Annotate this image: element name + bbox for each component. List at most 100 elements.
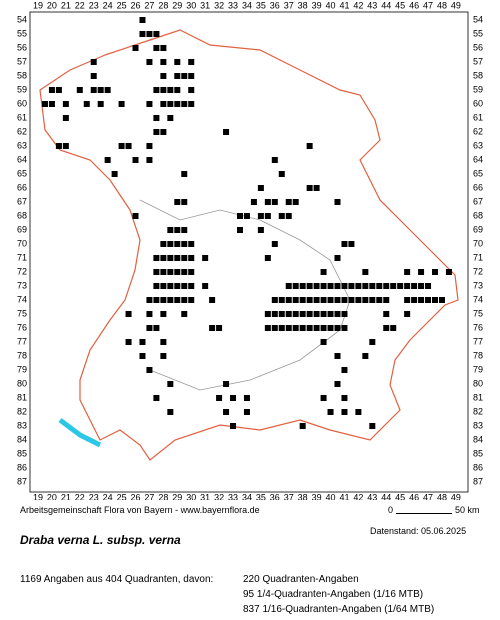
occurrence — [104, 157, 111, 163]
occurrence — [327, 325, 334, 331]
occurrence — [236, 227, 243, 233]
row-label: 80 — [473, 378, 483, 388]
occurrence — [216, 325, 223, 331]
occurrence — [285, 283, 292, 289]
row-label: 77 — [17, 336, 27, 346]
occurrence — [334, 199, 341, 205]
column-label: 44 — [381, 492, 391, 500]
row-label: 60 — [17, 98, 27, 108]
occurrence — [278, 311, 285, 317]
row-label: 59 — [17, 84, 27, 94]
occurrence — [160, 339, 167, 345]
map: 1919202021212222232324242525262627272828… — [17, 0, 483, 500]
row-label: 83 — [473, 420, 483, 430]
occurrence — [257, 185, 264, 191]
row-label: 78 — [17, 350, 27, 360]
occurrence — [243, 395, 250, 401]
occurrence — [271, 325, 278, 331]
row-label: 64 — [473, 154, 483, 164]
occurrence — [285, 297, 292, 303]
column-label: 29 — [172, 492, 182, 500]
row-label: 64 — [17, 154, 27, 164]
column-label: 41 — [339, 0, 349, 10]
occurrence — [90, 59, 97, 65]
column-label: 31 — [200, 492, 210, 500]
occurrence — [271, 297, 278, 303]
occurrence — [362, 297, 369, 303]
occurrence — [438, 297, 445, 303]
occurrence — [418, 283, 425, 289]
row-label: 87 — [473, 476, 483, 486]
row-label: 72 — [17, 266, 27, 276]
occurrence — [404, 297, 411, 303]
column-label: 44 — [381, 0, 391, 10]
occurrence — [181, 255, 188, 261]
occurrence — [299, 297, 306, 303]
column-label: 34 — [242, 492, 252, 500]
row-label: 71 — [473, 252, 483, 262]
row-label: 74 — [17, 294, 27, 304]
occurrence — [334, 255, 341, 261]
occurrence — [264, 213, 271, 219]
row-label: 58 — [473, 70, 483, 80]
occurrence — [167, 101, 174, 107]
occurrence — [153, 115, 160, 121]
occurrence — [418, 297, 425, 303]
occurrence — [174, 199, 181, 205]
column-label: 38 — [298, 0, 308, 10]
column-label: 34 — [242, 0, 252, 10]
occurrence — [313, 297, 320, 303]
occurrence — [362, 283, 369, 289]
occurrence — [306, 283, 313, 289]
column-label: 23 — [89, 492, 99, 500]
column-label: 37 — [284, 0, 294, 10]
row-label: 65 — [473, 168, 483, 178]
occurrence — [146, 143, 153, 149]
occurrence — [146, 311, 153, 317]
column-label: 40 — [326, 492, 336, 500]
occurrence — [181, 73, 188, 79]
occurrence — [425, 283, 432, 289]
row-label: 69 — [473, 224, 483, 234]
occurrence — [160, 353, 167, 359]
occurrence — [48, 101, 55, 107]
occurrence — [153, 269, 160, 275]
occurrence — [223, 409, 230, 415]
occurrence — [257, 213, 264, 219]
occurrence — [188, 101, 195, 107]
occurrence — [306, 325, 313, 331]
occurrence — [306, 143, 313, 149]
occurrence — [348, 283, 355, 289]
column-label: 35 — [256, 492, 266, 500]
occurrence — [369, 297, 376, 303]
occurrence — [243, 213, 250, 219]
occurrence — [174, 255, 181, 261]
occurrence — [167, 269, 174, 275]
column-label: 31 — [200, 0, 210, 10]
occurrence — [292, 297, 299, 303]
summary-line: 220 Quadranten-Angaben — [243, 574, 359, 585]
row-label: 59 — [473, 84, 483, 94]
occurrence — [139, 339, 146, 345]
column-label: 49 — [451, 492, 461, 500]
row-label: 87 — [17, 476, 27, 486]
scale-bar — [396, 513, 452, 514]
occurrence — [223, 381, 230, 387]
column-label: 30 — [186, 0, 196, 10]
occurrence — [167, 297, 174, 303]
occurrence — [334, 325, 341, 331]
column-label: 20 — [47, 492, 57, 500]
occurrence — [348, 241, 355, 247]
occurrence — [285, 199, 292, 205]
row-label: 73 — [17, 280, 27, 290]
occurrence — [167, 87, 174, 93]
occurrence — [202, 255, 209, 261]
occurrence — [55, 143, 62, 149]
occurrence — [320, 269, 327, 275]
row-label: 76 — [17, 322, 27, 332]
row-label: 70 — [17, 238, 27, 248]
occurrence — [383, 297, 390, 303]
occurrence — [320, 339, 327, 345]
occurrence — [160, 241, 167, 247]
column-label: 46 — [409, 492, 419, 500]
